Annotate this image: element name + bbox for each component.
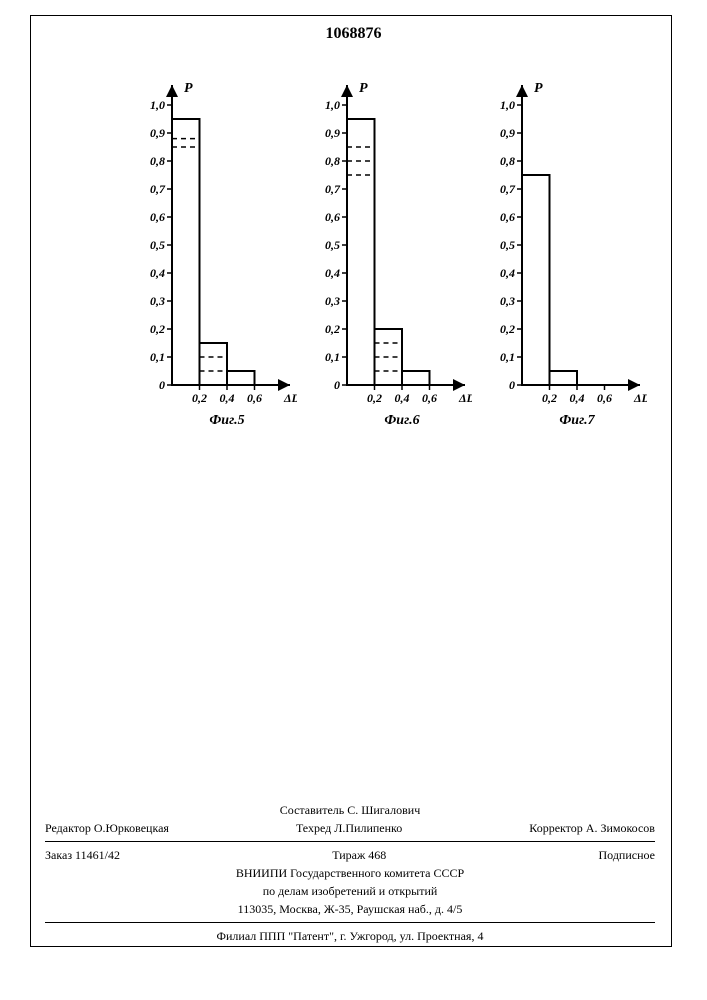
document-number: 1068876: [0, 25, 707, 43]
svg-text:0,5: 0,5: [150, 238, 165, 252]
page: 1068876 00,10,20,30,40,50,60,70,80,91,00…: [0, 0, 707, 1000]
svg-text:0,4: 0,4: [570, 391, 585, 405]
svg-text:0,2: 0,2: [542, 391, 557, 405]
svg-text:0,2: 0,2: [367, 391, 382, 405]
svg-text:0: 0: [509, 378, 515, 392]
svg-text:0,9: 0,9: [150, 126, 165, 140]
svg-text:0: 0: [334, 378, 340, 392]
svg-text:0,6: 0,6: [597, 391, 612, 405]
svg-text:P: P: [534, 81, 543, 96]
svg-text:0,9: 0,9: [325, 126, 340, 140]
svg-text:0,6: 0,6: [247, 391, 262, 405]
address1: 113035, Москва, Ж-35, Раушская наб., д. …: [45, 900, 655, 918]
svg-text:ΔD: ΔD: [283, 391, 297, 405]
svg-text:0,4: 0,4: [500, 266, 515, 280]
divider: [45, 922, 655, 923]
subscription-label: Подписное: [599, 846, 656, 864]
svg-text:0,3: 0,3: [500, 294, 515, 308]
compiler-line: Составитель С. Шигалович: [45, 801, 655, 819]
svg-text:1,0: 1,0: [150, 98, 165, 112]
svg-text:0,2: 0,2: [500, 322, 515, 336]
svg-text:0,4: 0,4: [325, 266, 340, 280]
publisher1: ВНИИПИ Государственного комитета СССР: [45, 864, 655, 882]
svg-text:P: P: [359, 81, 368, 96]
chart-fig6: 0 0,1 0,2 0,3 0,4 0,5 0,6 0,7 0,8 0,9 1,0 0,2 0,4 0,6…: [315, 80, 465, 440]
chart-fig5: 0 0,1 0,2 0,3 0,4 0,5 0,6 0,7 0,8 0,9 1,0 0,2 0,4 0,6…: [140, 80, 290, 440]
svg-text:0,3: 0,3: [150, 294, 165, 308]
svg-text:0,7: 0,7: [325, 182, 341, 196]
corrector-label: Корректор А. Зимокосов: [529, 819, 655, 837]
svg-text:0: 0: [159, 378, 165, 392]
svg-text:P: P: [184, 81, 193, 96]
svg-text:0,7: 0,7: [500, 182, 516, 196]
svg-text:Фиг.7: Фиг.7: [559, 413, 595, 428]
svg-text:0,1: 0,1: [150, 350, 165, 364]
branch: Филиал ППП "Патент", г. Ужгород, ул. Про…: [45, 927, 655, 945]
svg-text:0,9: 0,9: [500, 126, 515, 140]
chart-fig7: 0 0,1 0,2 0,3 0,4 0,5 0,6 0,7 0,8 0,9 1,0 0,2 0,4 0,6…: [490, 80, 640, 440]
svg-text:0,7: 0,7: [150, 182, 166, 196]
svg-text:ΔD: ΔD: [633, 391, 647, 405]
svg-text:0,5: 0,5: [325, 238, 340, 252]
svg-text:0,4: 0,4: [150, 266, 165, 280]
svg-text:Фиг.5: Фиг.5: [209, 413, 244, 428]
svg-text:0,1: 0,1: [325, 350, 340, 364]
svg-text:0,2: 0,2: [150, 322, 165, 336]
svg-text:0,8: 0,8: [150, 154, 165, 168]
svg-text:0,6: 0,6: [325, 210, 340, 224]
svg-text:ΔD: ΔD: [458, 391, 472, 405]
svg-text:0,4: 0,4: [395, 391, 410, 405]
circulation-label: Тираж 468: [332, 846, 386, 864]
charts-row: 0 0,1 0,2 0,3 0,4 0,5 0,6 0,7 0,8 0,9 1,0 0,2 0,4 0,6…: [140, 80, 640, 440]
svg-text:0,2: 0,2: [192, 391, 207, 405]
footer-block: Составитель С. Шигалович Редактор О.Юрко…: [45, 801, 655, 945]
publisher2: по делам изобретений и открытий: [45, 882, 655, 900]
tech-editor-label: Техред Л.Пилипенко: [296, 819, 402, 837]
svg-text:0,6: 0,6: [500, 210, 515, 224]
editors-row: Редактор О.Юрковецкая Техред Л.Пилипенко…: [45, 819, 655, 837]
svg-text:0,6: 0,6: [150, 210, 165, 224]
svg-text:0,8: 0,8: [500, 154, 515, 168]
svg-text:1,0: 1,0: [325, 98, 340, 112]
svg-text:0,5: 0,5: [500, 238, 515, 252]
svg-text:Фиг.6: Фиг.6: [384, 413, 419, 428]
svg-text:0,3: 0,3: [325, 294, 340, 308]
svg-text:0,8: 0,8: [325, 154, 340, 168]
order-label: Заказ 11461/42: [45, 846, 120, 864]
order-row: Заказ 11461/42 Тираж 468 Подписное: [45, 846, 655, 864]
svg-text:0,6: 0,6: [422, 391, 437, 405]
divider: [45, 841, 655, 842]
svg-text:1,0: 1,0: [500, 98, 515, 112]
svg-text:0,2: 0,2: [325, 322, 340, 336]
svg-text:0,1: 0,1: [500, 350, 515, 364]
editor-label: Редактор О.Юрковецкая: [45, 819, 169, 837]
svg-text:0,4: 0,4: [220, 391, 235, 405]
